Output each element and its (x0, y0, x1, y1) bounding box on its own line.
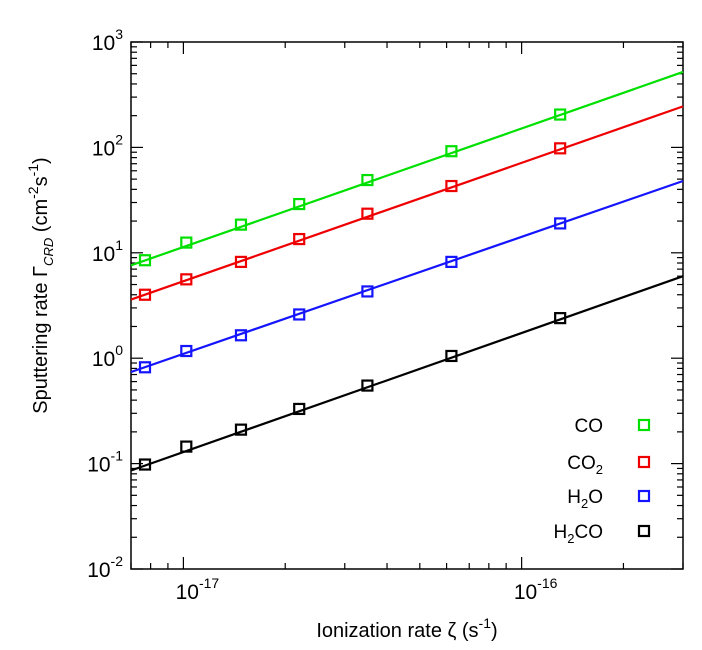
legend-marker (637, 489, 651, 503)
y-tick-exponent: -2 (111, 553, 124, 569)
x-axis: 10-17 10-16 (176, 575, 558, 604)
plot-border (130, 41, 684, 570)
fit-line (130, 105, 684, 301)
y-tick-exponent: 0 (115, 342, 123, 358)
data-point (445, 145, 458, 158)
data-point (293, 232, 306, 246)
data-point (361, 285, 374, 298)
legend-label: CO (575, 416, 604, 437)
legend-marker (637, 418, 651, 432)
x-tick-label: 10-17 (176, 575, 220, 604)
data-point (293, 197, 306, 211)
data-point (293, 402, 306, 416)
x-axis-title: Ionization rate ζ (s-1) (316, 615, 497, 642)
data-point (361, 173, 374, 187)
data-point (445, 349, 458, 363)
x-tick-base: 10 (514, 581, 537, 604)
data-point (554, 142, 567, 155)
data-point (180, 273, 193, 286)
fit-lines (130, 70, 684, 472)
data-point (293, 308, 306, 321)
fit-line (130, 70, 684, 267)
legend-marker (637, 524, 651, 538)
y-tick-exponent: 1 (115, 237, 123, 253)
data-point (234, 255, 248, 268)
y-axis-title: Sputtering rate ΓCRD (cm-2s-1) (25, 157, 56, 413)
data-point (138, 361, 152, 374)
x-tick-exponent: -17 (199, 575, 219, 591)
data-point (234, 423, 248, 436)
y-tick-base: 10 (92, 32, 115, 55)
data-point (234, 329, 248, 342)
data-point (180, 236, 193, 249)
legend-label-main: CO (567, 453, 596, 474)
y-title-s: s (30, 176, 52, 186)
y-tick-exponent: 2 (115, 131, 123, 147)
y-tick-label: 100 (92, 342, 123, 371)
plot-frame (130, 41, 684, 570)
y-tick-base: 10 (92, 137, 115, 160)
data-point (445, 179, 458, 193)
y-tick-label: 103 (92, 26, 123, 55)
y-title-sup2: -1 (25, 164, 41, 177)
y-title-sub: CRD (41, 238, 56, 266)
legend-label: H2O (567, 487, 603, 511)
legend-label-sub: 2 (567, 531, 574, 546)
data-point (234, 218, 248, 231)
y-tick-label: 101 (92, 237, 123, 266)
data-point (361, 379, 374, 392)
legend-label-rest: O (588, 487, 603, 508)
y-tick-base: 10 (92, 348, 115, 371)
legend-label-sub: 2 (596, 462, 603, 477)
data-markers (138, 108, 567, 471)
data-point (445, 255, 458, 268)
legend-label: CO2 (567, 453, 603, 477)
x-tick-base: 10 (176, 581, 199, 604)
fit-line (130, 275, 684, 472)
data-point (138, 458, 152, 471)
data-point (554, 217, 567, 230)
x-title-main: Ionization rate ζ (s (316, 620, 478, 642)
data-point (554, 108, 567, 121)
y-tick-label: 10-2 (87, 553, 123, 582)
x-tick-label: 10-16 (514, 575, 558, 604)
x-title-sup: -1 (479, 615, 492, 631)
legend-label-main: CO (575, 416, 604, 437)
y-title-main: Sputtering rate Γ (30, 266, 52, 414)
data-point (361, 207, 374, 220)
y-tick-base: 10 (87, 454, 110, 477)
legend-label-main: H (554, 522, 568, 543)
y-title-sup1: -2 (25, 186, 41, 199)
data-point (138, 288, 152, 301)
legend-label: H2CO (554, 522, 603, 546)
data-point (180, 440, 193, 453)
x-tick-exponent: -16 (537, 575, 557, 591)
fit-line (130, 179, 684, 374)
legend-label-rest: CO (575, 522, 604, 543)
y-tick-label: 10-1 (87, 448, 123, 477)
y-tick-base: 10 (87, 559, 110, 582)
data-point (554, 312, 567, 325)
data-point (138, 254, 152, 267)
x-title-close: ) (491, 620, 498, 642)
y-tick-exponent: 3 (115, 26, 123, 42)
minor-ticks (130, 41, 684, 570)
data-point (180, 344, 193, 358)
y-tick-base: 10 (92, 243, 115, 266)
legend-label-sub: 2 (581, 496, 588, 511)
legend-marker (637, 455, 651, 469)
y-tick-label: 102 (92, 131, 123, 160)
y-tick-exponent: -1 (111, 448, 124, 464)
y-title-mid: (cm (30, 199, 52, 238)
y-title-close: ) (30, 157, 52, 164)
legend-label-main: H (567, 487, 581, 508)
